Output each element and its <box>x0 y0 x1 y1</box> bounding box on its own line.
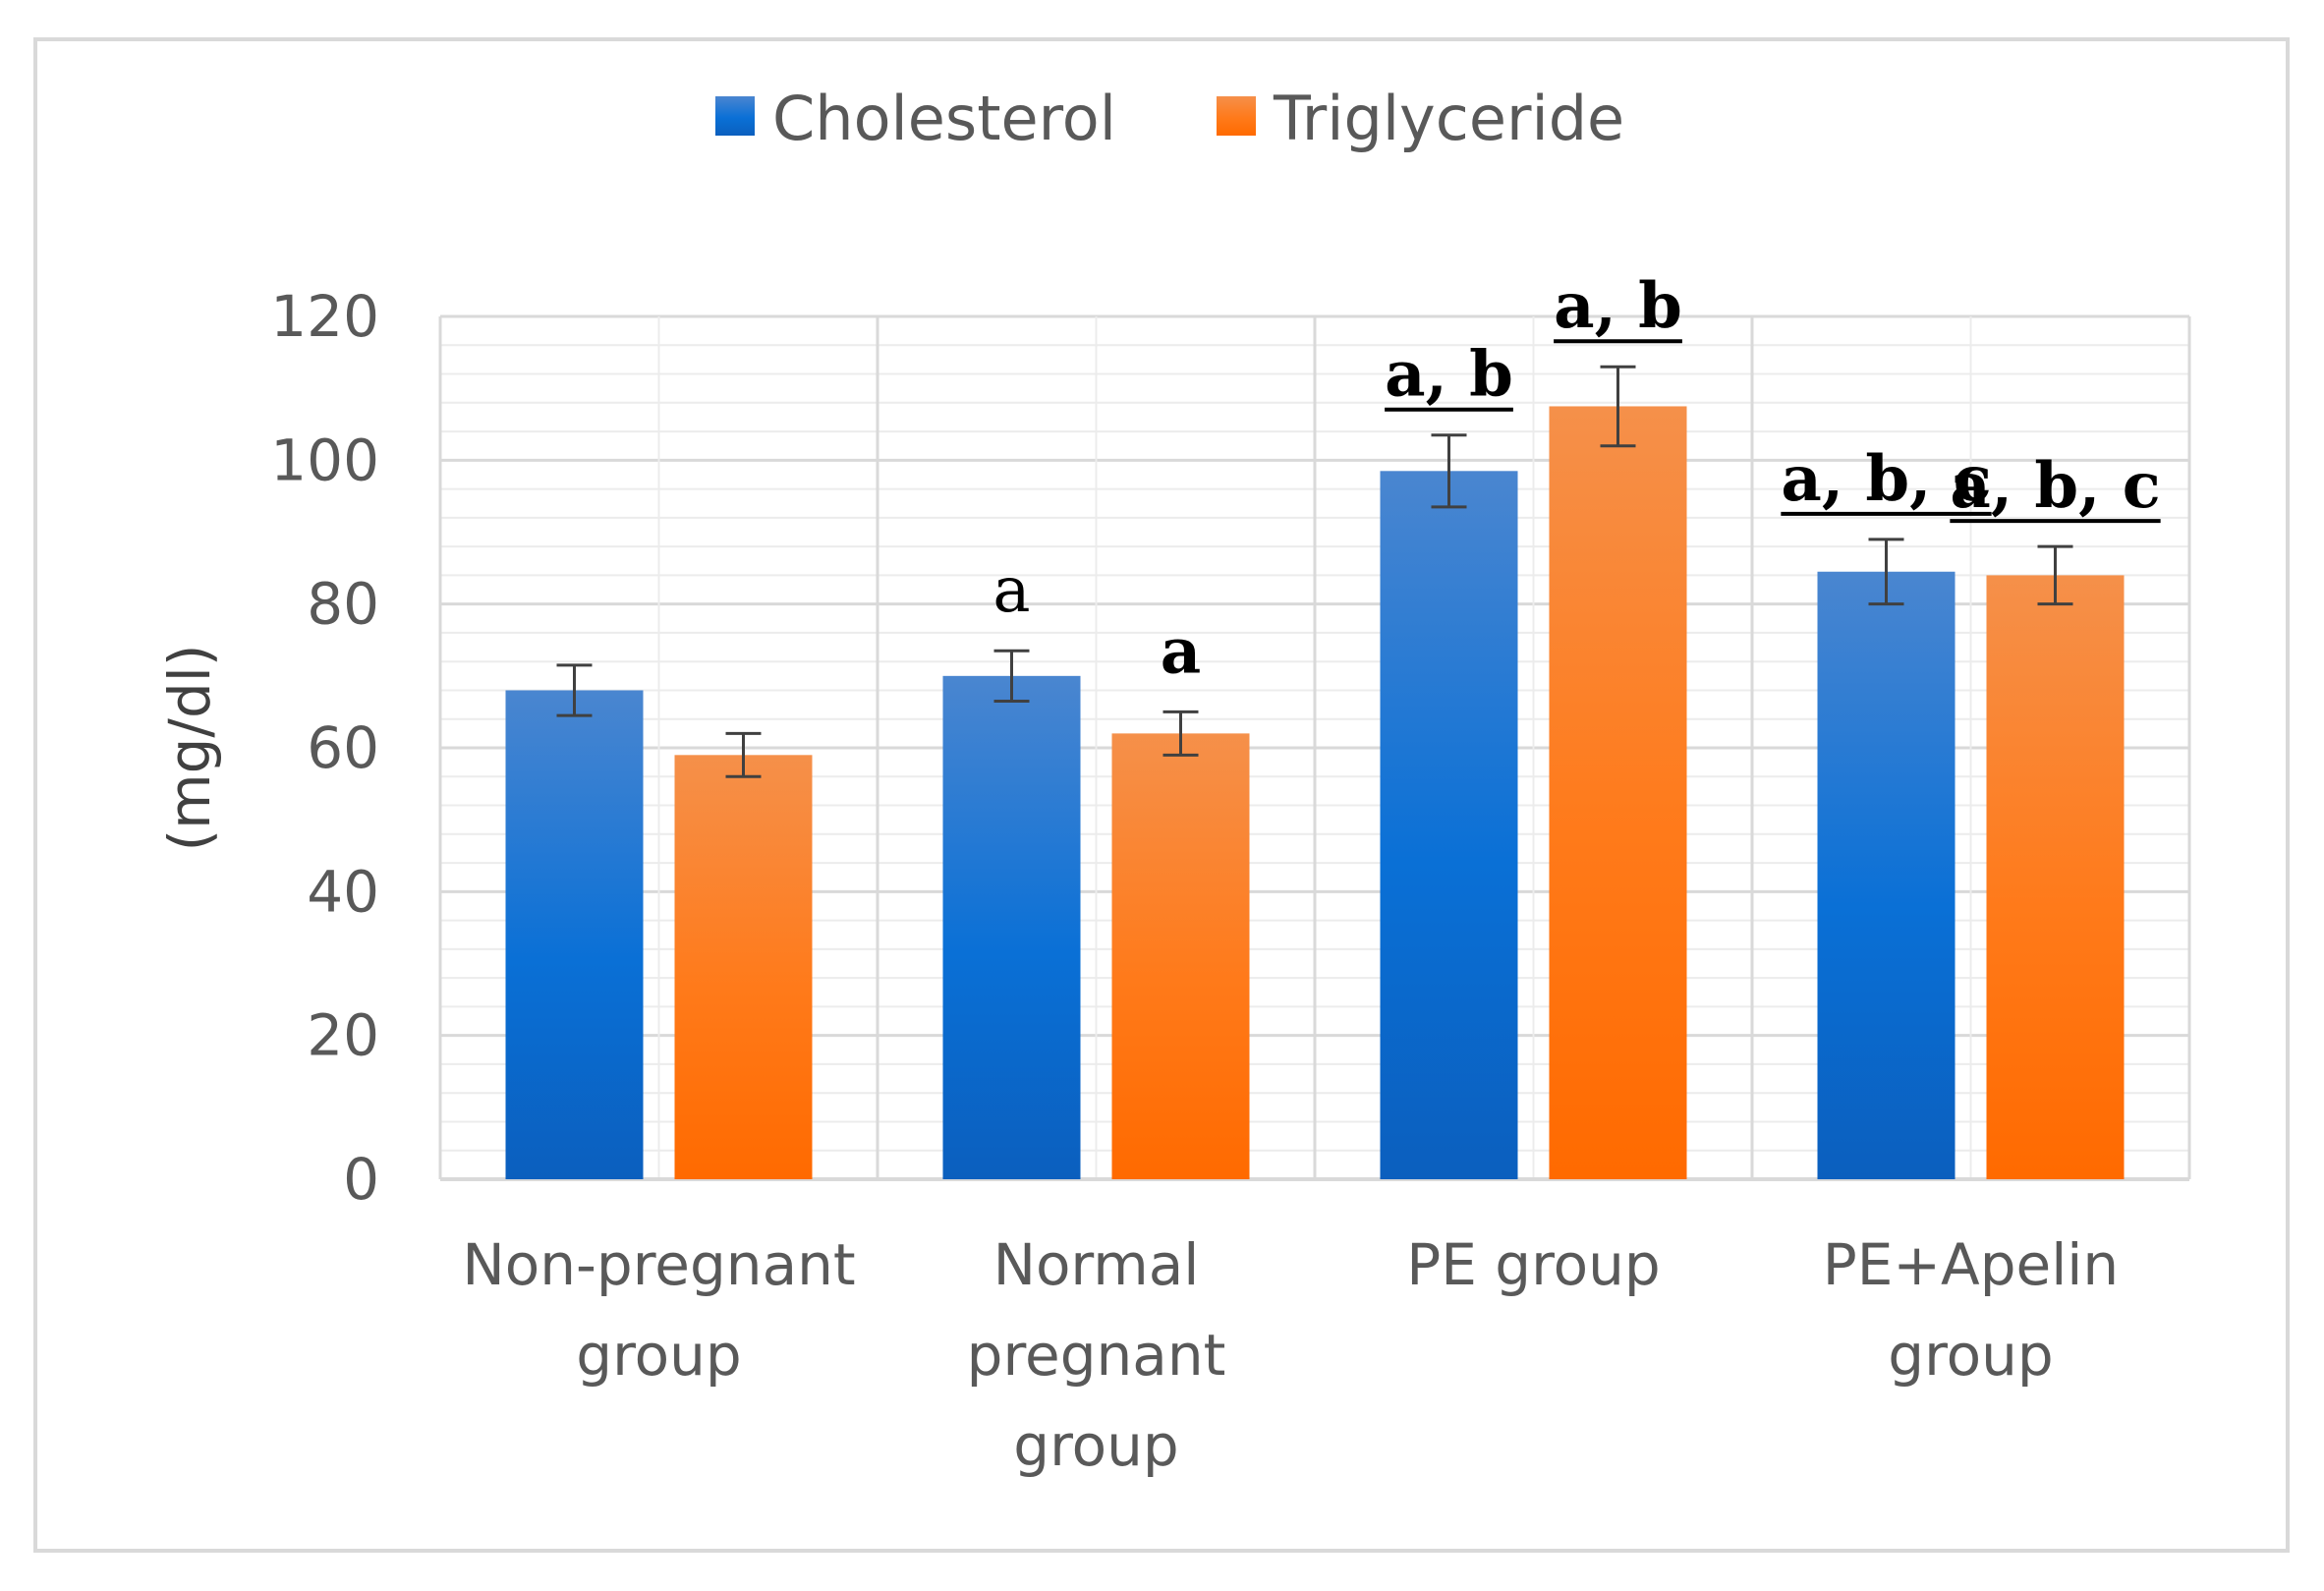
bar-cholesterol <box>1380 471 1518 1179</box>
significance-label: a, b, c <box>1781 442 1991 516</box>
significance-label: a, b <box>1554 269 1682 343</box>
labels: a a, b a, b, c a a, b a, b, c Non-pregnant grou… <box>462 269 2161 1479</box>
bar-cholesterol <box>1817 571 1956 1179</box>
y-tick-label: 20 <box>307 1002 379 1069</box>
legend: Cholesterol Triglyceride <box>715 83 1624 154</box>
legend-swatch-cholesterol <box>715 96 755 136</box>
y-tick-label: 100 <box>270 426 379 493</box>
chart-canvas: Cholesterol Triglyceride 0 20 40 60 80 100 120 (… <box>156 83 2191 1479</box>
x-category-label: Non-pregnant <box>462 1231 855 1298</box>
bar-triglyceride <box>674 755 813 1179</box>
legend-label: Cholesterol <box>772 83 1116 154</box>
y-tick-label: 60 <box>307 714 379 781</box>
y-tick-label: 80 <box>307 571 379 638</box>
bar-cholesterol <box>942 675 1081 1179</box>
x-category-label: group <box>576 1322 741 1389</box>
y-tick-label: 120 <box>270 283 379 350</box>
bars <box>505 365 2125 1179</box>
x-category-label: group <box>1888 1322 2053 1389</box>
bar-triglyceride <box>1111 733 1250 1179</box>
legend-swatch-triglyceride <box>1217 96 1256 136</box>
bar-triglyceride <box>1986 575 2125 1179</box>
x-category-label: PE group <box>1406 1231 1661 1298</box>
bar-cholesterol <box>505 690 644 1179</box>
significance-label: a, b, c <box>1950 449 2160 523</box>
x-category-label: Normal <box>993 1231 1200 1298</box>
bar-triglyceride <box>1549 406 1687 1179</box>
significance-label: a <box>1161 614 1201 688</box>
significance-label: a <box>992 554 1030 627</box>
chart-frame: Cholesterol Triglyceride 0 20 40 60 80 100 120 (… <box>33 37 2290 1553</box>
y-tick-label: 0 <box>343 1146 379 1213</box>
y-tick-label: 40 <box>307 858 379 925</box>
x-category-label: PE+Apelin <box>1823 1231 2119 1298</box>
y-axis-title: (mg/dl) <box>156 644 223 851</box>
x-category-label: pregnant <box>967 1322 1226 1389</box>
significance-label: a, b <box>1385 338 1513 412</box>
x-category-label: group <box>1013 1412 1178 1479</box>
legend-label: Triglyceride <box>1273 83 1624 154</box>
